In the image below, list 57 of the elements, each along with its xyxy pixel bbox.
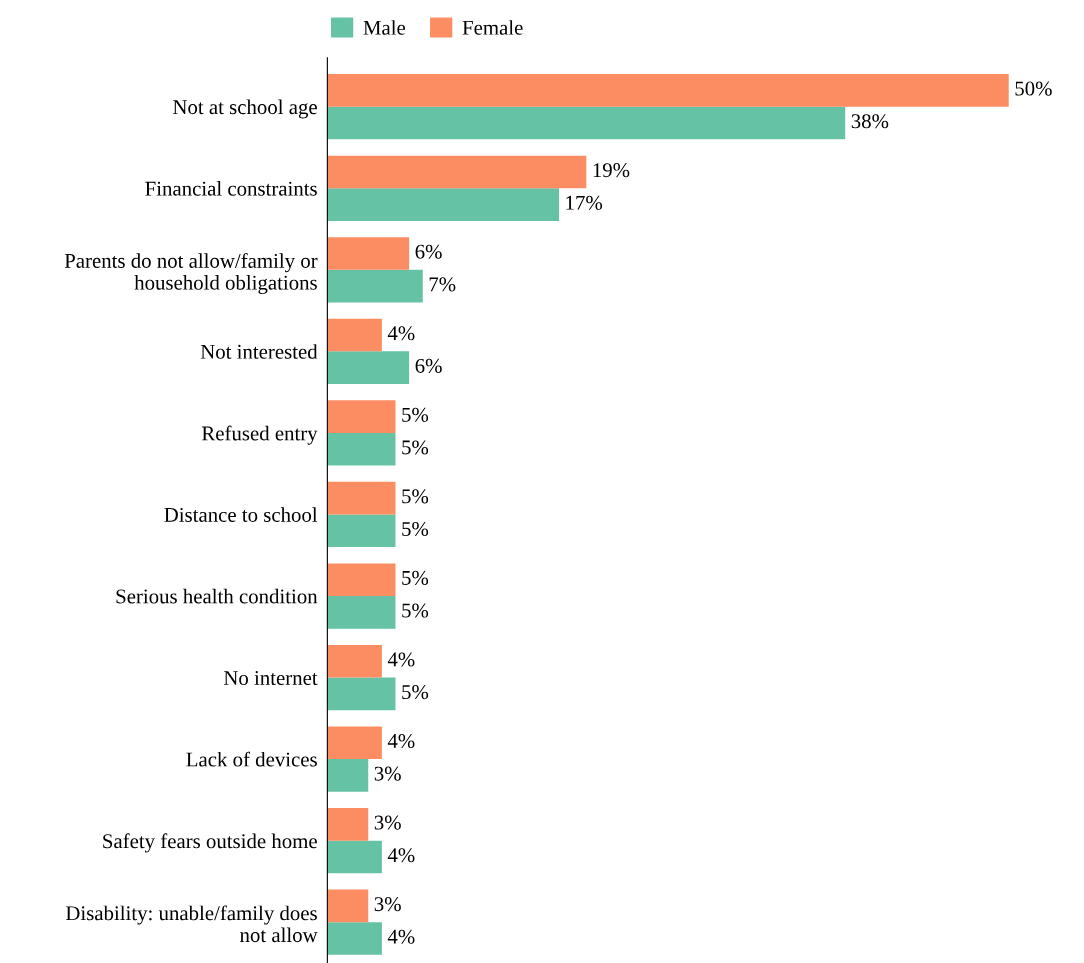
data-label: 5% [402,685,429,700]
y-tick-label: Not interested [200,344,318,359]
y-tick-label: Serious health condition [116,588,318,604]
bar [327,563,396,597]
data-label: 19% [593,163,630,178]
legend-label: Female [462,20,523,35]
y-tick-label: Financial constraints [145,181,317,196]
data-label: 5% [402,440,429,455]
bar [327,808,369,841]
y-tick-label: Lack of devices [186,751,317,767]
bar [327,237,410,270]
data-label: 3% [374,897,401,912]
data-label: 4% [387,326,415,341]
data-label: 3% [374,766,401,781]
data-label: 7% [429,277,456,292]
bar [327,644,382,678]
data-label: 50% [1015,81,1052,96]
y-tick-label: Safety fears outside home [103,833,317,853]
data-label: 5% [402,489,429,504]
data-label: 17% [566,195,603,210]
y-tick-label: Disability: unable/family does not allow [65,905,318,943]
data-label: 38% [851,114,889,129]
data-label: 5% [402,521,429,537]
bar [327,481,396,515]
y-tick-label: Distance to school [164,507,318,522]
data-label: 3% [374,815,401,830]
bar [327,106,846,140]
bar [327,840,382,874]
y-tick-label: No internet [223,671,318,685]
bar [327,318,382,352]
bar [327,351,410,384]
y-tick-label: Parents do not allow/family or household obligations [64,253,318,295]
legend-label: Male [363,20,406,35]
bar [327,514,396,548]
data-label: 4% [387,848,415,863]
bar [327,74,1009,107]
bar [327,726,382,760]
data-label: 4% [387,652,415,667]
bar [327,188,560,221]
data-label: 4% [387,733,415,749]
data-label: 6% [415,244,442,259]
data-label: 6% [415,358,442,373]
bar [327,889,369,923]
data-label: 4% [387,929,415,944]
data-label: 5% [402,407,429,422]
y-tick-label: Not at school age [173,99,317,119]
bar [327,759,369,792]
bar [327,269,423,303]
bar [327,155,587,189]
bar [327,432,396,466]
data-label: 5% [402,570,429,585]
bar [327,677,396,711]
data-label: 5% [402,603,429,618]
y-tick-label: Refused entry [201,425,318,445]
bar [327,400,396,433]
bar [327,596,396,629]
bar [327,922,382,955]
